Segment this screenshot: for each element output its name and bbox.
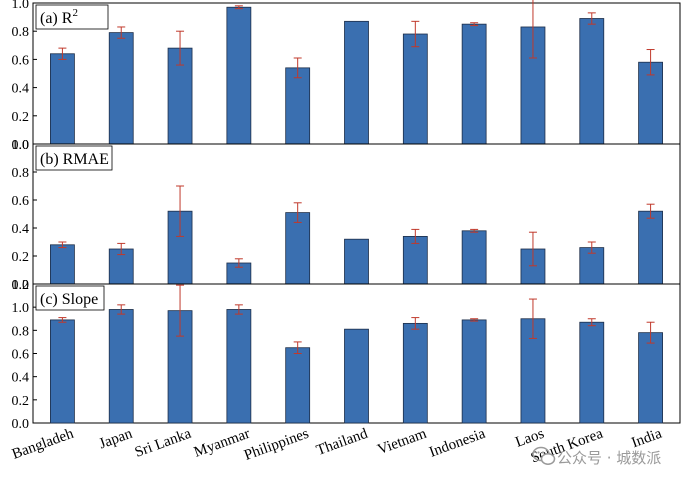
bar-bangladeh	[50, 244, 75, 285]
error-bar	[646, 321, 655, 344]
y-tick-label: 1.0	[12, 138, 30, 153]
bar-thailand	[344, 328, 369, 424]
y-tick-label: 0.8	[12, 25, 30, 40]
category-label: Myanmar	[192, 426, 252, 461]
error-bar	[58, 47, 67, 60]
y-tick-label: 0.4	[12, 371, 30, 386]
bar-south-korea	[579, 321, 605, 424]
watermark-text: 公众号 · 城数派	[557, 449, 661, 467]
bar-indonesia	[461, 23, 487, 145]
bar-thailand	[344, 238, 369, 285]
panel-label: (b) RMAE	[35, 145, 113, 171]
error-bar	[411, 317, 420, 330]
panel-label-text: (b) RMAE	[40, 151, 109, 168]
error-bar	[176, 284, 185, 337]
y-tick-label: 0.2	[12, 110, 30, 125]
bar-japan	[108, 309, 134, 424]
bar-japan	[108, 32, 134, 145]
y-tick-label: 0.4	[12, 222, 30, 237]
bar-myanmar	[226, 6, 252, 145]
bar-india	[638, 61, 663, 145]
bar-india	[638, 332, 663, 424]
y-tick-label: 1.0	[12, 0, 30, 12]
category-label: Vietnam	[376, 426, 429, 459]
panel-label: (a) R2	[35, 4, 109, 30]
y-tick-label: 0.8	[12, 324, 30, 339]
error-bar	[58, 317, 67, 323]
category-label: Indonesia	[427, 426, 488, 461]
bar-philippines	[285, 212, 311, 285]
error-bar	[646, 203, 655, 219]
bar-vietnam	[402, 322, 428, 424]
error-bar	[587, 12, 596, 25]
bar-sri-lanka	[167, 310, 193, 424]
y-tick-label: 0.6	[12, 53, 30, 68]
panel-label-text: (c) Slope	[40, 291, 98, 308]
y-tick-label: 0.2	[12, 250, 30, 265]
category-label: India	[630, 426, 665, 452]
error-bar	[117, 26, 126, 39]
wechat-icon	[532, 446, 556, 465]
error-bar	[528, 0, 537, 59]
error-bar	[234, 5, 243, 10]
bar-bangladeh	[50, 53, 75, 145]
error-bar	[411, 228, 420, 244]
watermark: 公众号 · 城数派	[532, 446, 661, 467]
y-tick-label: 0.6	[12, 348, 30, 363]
error-bar	[58, 241, 67, 249]
error-bar	[117, 242, 126, 256]
error-bar	[587, 318, 596, 327]
error-bar	[234, 304, 243, 315]
bar-philippines	[285, 347, 311, 424]
bar-vietnam	[402, 33, 428, 145]
error-bar	[470, 22, 479, 27]
y-tick-label: 1.0	[12, 301, 30, 316]
panel-label-text: (a) R2	[40, 7, 78, 27]
bar-philippines	[285, 67, 311, 145]
error-bar	[470, 228, 479, 233]
panel-label-box	[35, 145, 113, 171]
bar-indonesia	[461, 230, 487, 285]
bar-bangladeh	[50, 319, 75, 424]
panel-b: 0.0 0.2 0.4 0.6 0.8 1.0 (b) RMAE	[12, 138, 681, 293]
bar-indonesia	[461, 319, 487, 424]
error-bar	[528, 231, 537, 267]
category-label: Japan	[97, 426, 135, 453]
error-bar	[293, 202, 302, 223]
bar-thailand	[344, 20, 369, 145]
error-bar	[646, 49, 655, 76]
y-tick-label: 0.6	[12, 194, 30, 209]
y-tick-label: 0.4	[12, 82, 30, 97]
error-bar	[470, 318, 479, 322]
category-label: Sri Lanka	[133, 426, 194, 461]
panel-a: 0.0 0.2 0.4 0.6 0.8 1.0 (a) R2	[12, 0, 681, 153]
y-tick-label: 0.0	[12, 417, 30, 432]
category-label: Thailand	[314, 426, 370, 459]
y-tick-label: 1.2	[12, 278, 30, 293]
chart-panels: 0.0 0.2 0.4 0.6 0.8 1.0 (a) R2 0.0 0.2 0.4 0.6 0.8 1…	[12, 0, 681, 432]
error-bar	[176, 30, 185, 66]
y-tick-label: 0.0	[12, 138, 30, 153]
panel-label-box	[35, 4, 109, 30]
error-bar	[587, 241, 596, 254]
error-bar	[117, 304, 126, 315]
panel-label: (c) Slope	[35, 285, 105, 311]
bar-south-korea	[579, 18, 605, 145]
error-bar	[293, 57, 302, 79]
category-label: Philippines	[242, 426, 311, 464]
y-tick-label: 0.0	[12, 278, 30, 293]
bar-india	[638, 210, 663, 285]
error-bar	[293, 341, 302, 354]
error-bar	[411, 20, 420, 48]
y-tick-label: 0.2	[12, 394, 30, 409]
y-tick-label: 0.8	[12, 166, 30, 181]
error-bar	[234, 258, 243, 268]
error-bar	[528, 298, 537, 339]
bar-myanmar	[226, 309, 252, 424]
error-bar	[176, 185, 185, 237]
panel-c: 0.0 0.2 0.4 0.6 0.8 1.0 1.2 (c) Slope	[12, 278, 681, 432]
panel-label-box	[35, 285, 105, 311]
